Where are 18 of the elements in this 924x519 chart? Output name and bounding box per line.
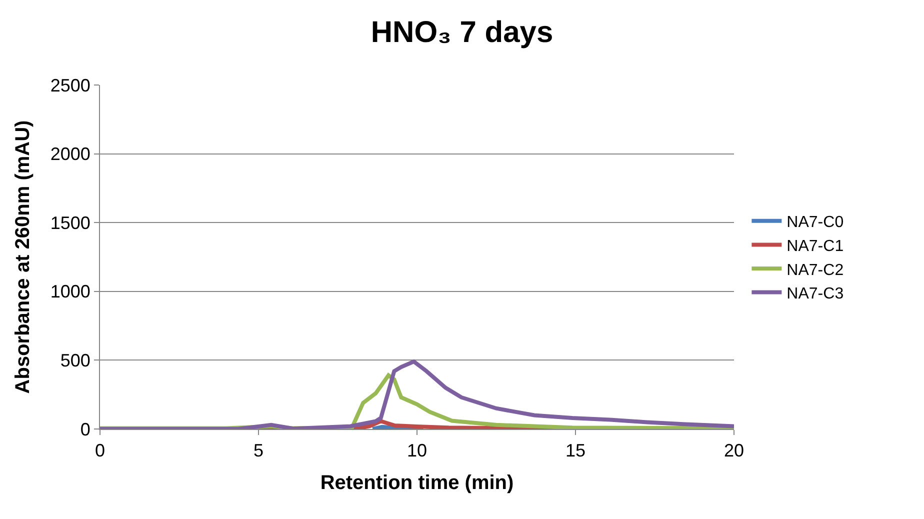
legend-label: NA7-C1 [786, 238, 844, 255]
x-tick-label: 10 [406, 440, 428, 461]
x-tick-label: 20 [724, 440, 744, 461]
legend-label: NA7-C2 [786, 262, 844, 279]
legend-label: NA7-C3 [786, 286, 844, 303]
x-tick-label: 5 [253, 440, 264, 461]
x-tick-label: 15 [565, 440, 586, 461]
y-tick-label: 500 [60, 350, 90, 370]
y-tick-label: 1500 [50, 212, 90, 233]
x-axis-title: Retention time (min) [320, 472, 514, 494]
x-tick-label: 0 [94, 440, 106, 461]
y-tick-label: 1000 [50, 282, 90, 302]
y-tick-label: 0 [80, 419, 90, 440]
chart-title: HNO₃ 7 days [370, 16, 554, 49]
y-tick-label: 2000 [50, 144, 90, 164]
y-axis-title: Absorbance at 260nm (mAU) [12, 120, 34, 394]
legend-label: NA7-C0 [786, 214, 844, 232]
y-tick-label: 2500 [50, 75, 90, 96]
